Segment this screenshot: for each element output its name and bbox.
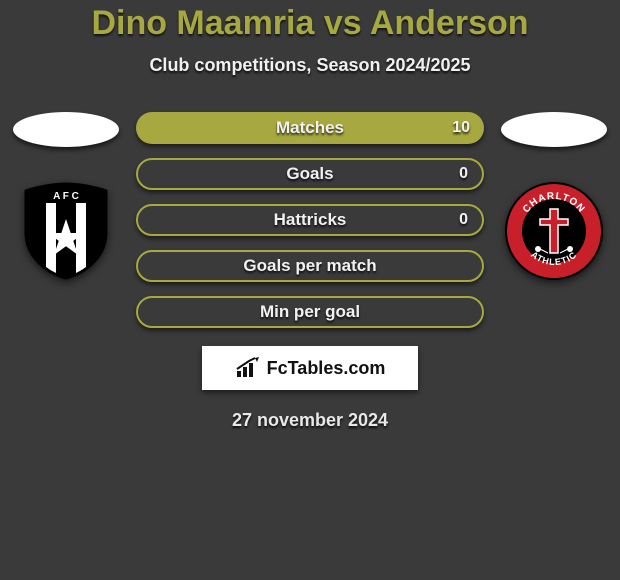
- stat-bar-hattricks: Hattricks 0: [136, 204, 484, 236]
- stat-label: Matches: [276, 118, 344, 138]
- stat-label: Hattricks: [274, 210, 347, 230]
- stat-bar-goals: Goals 0: [136, 158, 484, 190]
- left-flag-ellipse: [13, 112, 119, 147]
- svg-text:A F C: A F C: [53, 191, 79, 202]
- chart-icon: [235, 357, 261, 379]
- stat-bar-matches: Matches 10: [136, 112, 484, 144]
- left-column: A F C: [6, 112, 126, 281]
- main-row: A F C Matches 10 Goals 0 Hattricks 0 Goa…: [0, 112, 620, 328]
- right-flag-ellipse: [501, 112, 607, 147]
- infographic-container: Dino Maamria vs Anderson Club competitio…: [0, 0, 620, 431]
- page-title: Dino Maamria vs Anderson: [0, 4, 620, 43]
- stat-label: Min per goal: [260, 302, 360, 322]
- stat-value: 0: [459, 165, 468, 183]
- right-club-badge: CHARLTON ATHLETIC: [504, 181, 604, 281]
- left-club-badge: A F C: [16, 181, 116, 281]
- brand-text: FcTables.com: [267, 358, 386, 379]
- stat-value: 10: [452, 119, 470, 137]
- stat-value: 0: [459, 211, 468, 229]
- date-line: 27 november 2024: [0, 410, 620, 431]
- right-column: CHARLTON ATHLETIC: [494, 112, 614, 281]
- subtitle: Club competitions, Season 2024/2025: [0, 55, 620, 76]
- stats-column: Matches 10 Goals 0 Hattricks 0 Goals per…: [126, 112, 494, 328]
- stat-bar-min-per-goal: Min per goal: [136, 296, 484, 328]
- stat-label: Goals per match: [243, 256, 376, 276]
- brand-box: FcTables.com: [202, 346, 418, 390]
- stat-label: Goals: [286, 164, 333, 184]
- stat-bar-goals-per-match: Goals per match: [136, 250, 484, 282]
